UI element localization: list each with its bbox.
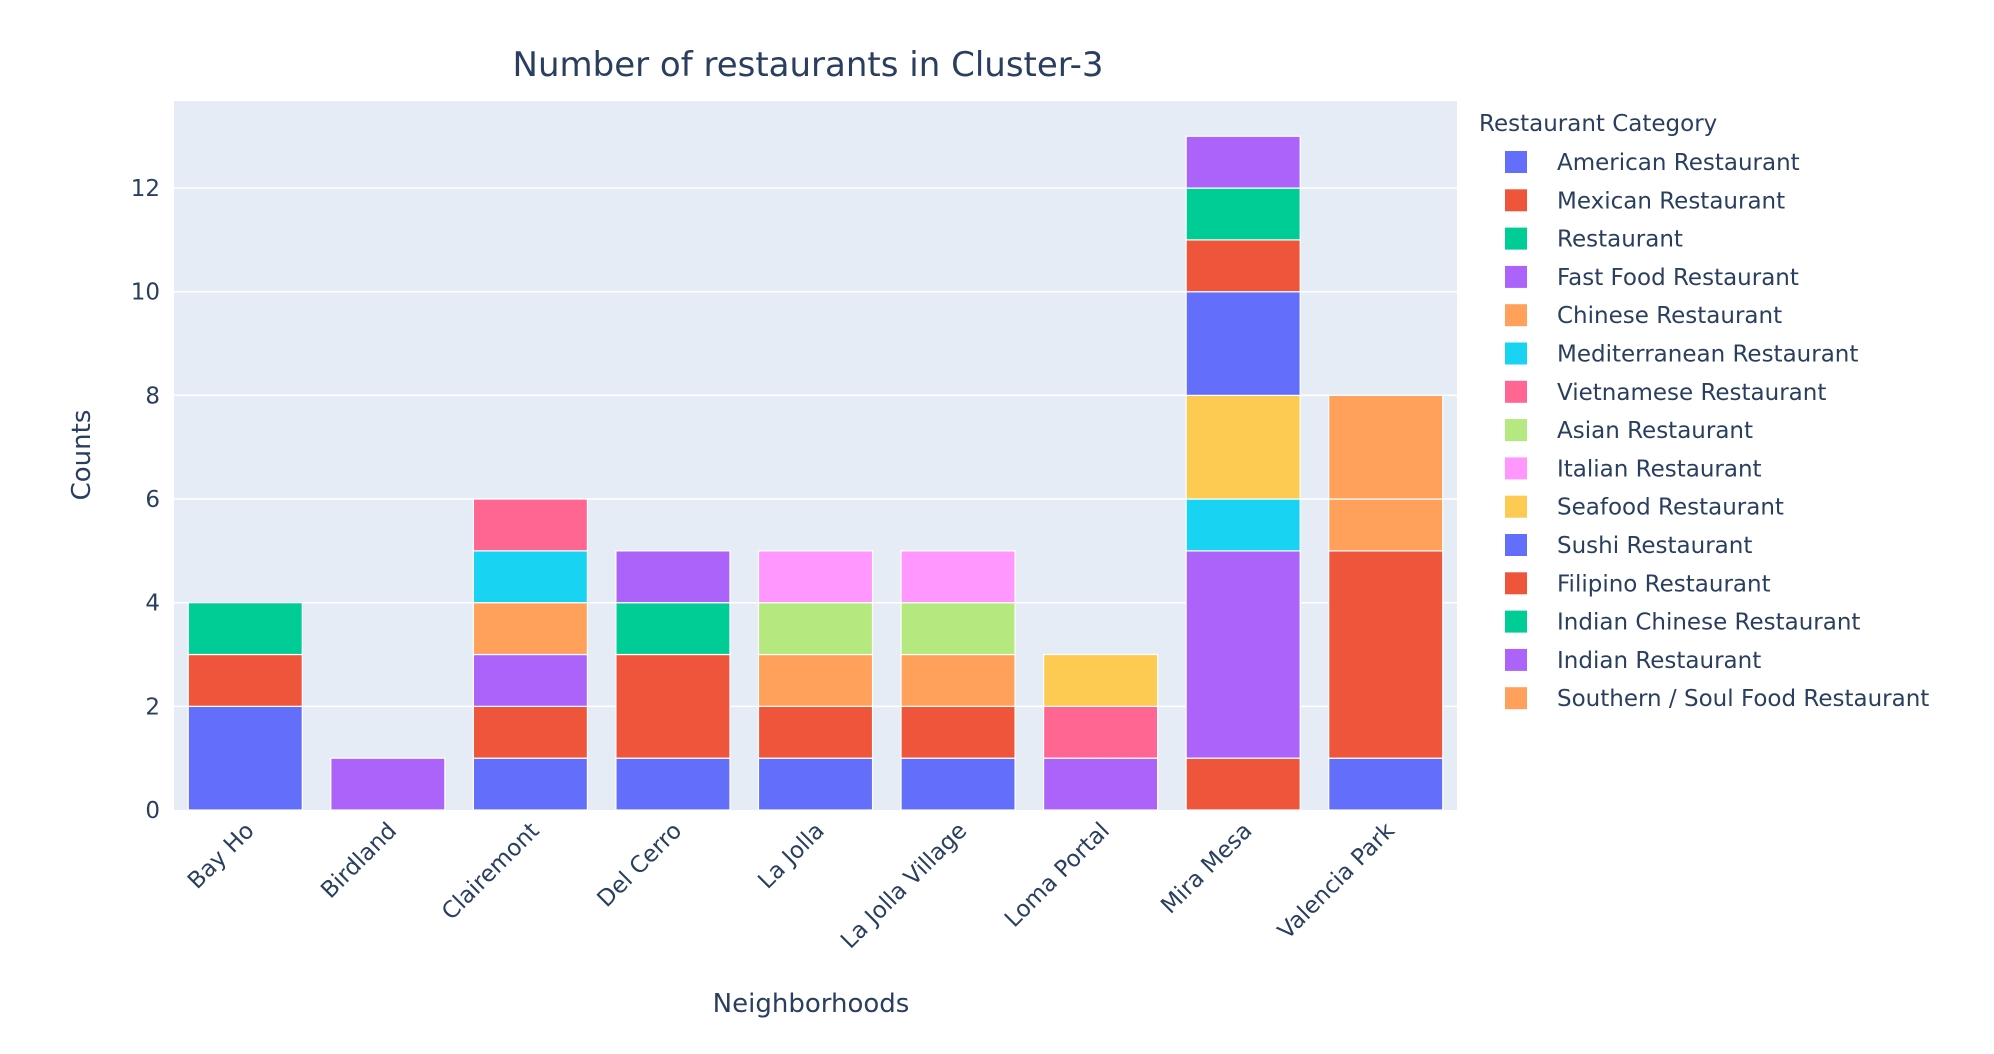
x-tick-label: Loma Portal (1000, 818, 1115, 933)
bar-segment (615, 757, 731, 811)
bar-segment (900, 602, 1016, 656)
x-tick-label: Clairemont (437, 818, 545, 926)
legend-label: Indian Chinese Restaurant (1557, 610, 1860, 636)
bar-segment (1328, 394, 1444, 500)
bar-segment (757, 653, 874, 707)
bar-segment (187, 705, 303, 811)
bar-segment (472, 550, 589, 604)
legend: American Restaurant Mexican Restaurant Res… (1505, 150, 1929, 712)
chart-title: Number of restaurants in Cluster-3 (513, 45, 1104, 85)
legend-swatch (1505, 265, 1527, 288)
y-tick-label: 0 (145, 798, 160, 824)
legend-label: Vietnamese Restaurant (1557, 380, 1826, 406)
legend-label: Asian Restaurant (1557, 418, 1753, 444)
bar-segment (900, 550, 1016, 604)
legend-label: Indian Restaurant (1557, 648, 1761, 674)
x-tick-label: Mira Mesa (1156, 818, 1257, 919)
bar-segment (757, 602, 874, 656)
bar-segment (1185, 550, 1301, 759)
bar-segment (1328, 550, 1444, 759)
legend-swatch (1505, 572, 1527, 595)
legend-swatch (1505, 495, 1527, 518)
legend-label: Fast Food Restaurant (1557, 265, 1799, 291)
bar-segment (1328, 498, 1444, 552)
legend-swatch (1505, 419, 1527, 442)
bar-segment (900, 757, 1016, 811)
legend-label: Seafood Restaurant (1557, 495, 1784, 521)
legend-swatch (1505, 610, 1527, 633)
x-tick-label: La Jolla (753, 818, 829, 894)
bar-segment (1042, 757, 1159, 811)
bar-segment (1185, 394, 1301, 500)
x-tick-label: Valencia Park (1273, 817, 1400, 944)
bar-segment (900, 653, 1016, 707)
x-tick-label: Bay Ho (183, 818, 259, 894)
legend-title: Restaurant Category (1479, 111, 1717, 137)
legend-swatch (1505, 342, 1527, 365)
x-tick-label: La Jolla Village (836, 818, 972, 954)
bar-segment (472, 498, 589, 552)
bar-segment (330, 757, 446, 811)
bar-segment (1042, 705, 1159, 759)
legend-swatch (1505, 648, 1527, 671)
y-tick-labels: 0 2 4 6 8 10 12 (131, 176, 160, 824)
x-tick-label: Del Cerro (593, 818, 688, 913)
legend-label: Italian Restaurant (1557, 456, 1762, 482)
legend-swatch (1505, 380, 1527, 403)
x-tick-labels: Bay Ho Birdland Clairemont Del Cerro La Joll… (183, 817, 1400, 954)
legend-swatch (1505, 687, 1527, 710)
legend-label: Filipino Restaurant (1557, 571, 1771, 597)
legend-label: Mediterranean Restaurant (1557, 342, 1858, 368)
y-tick-label: 12 (131, 176, 160, 202)
bar-segment (757, 757, 874, 811)
bar-segment (187, 653, 303, 707)
bar-segment (1185, 291, 1301, 396)
bar-segment (187, 602, 303, 656)
bar-segment (615, 653, 731, 759)
bar-segment (1185, 135, 1301, 189)
bar-segment (757, 705, 874, 759)
y-tick-label: 2 (145, 694, 160, 720)
bar-segment (1185, 187, 1301, 241)
legend-label: American Restaurant (1557, 150, 1800, 176)
bars (187, 135, 1444, 811)
x-tick-label: Birdland (316, 818, 402, 904)
legend-swatch (1505, 534, 1527, 556)
legend-label: Chinese Restaurant (1557, 303, 1782, 329)
y-tick-label: 6 (145, 487, 160, 513)
legend-swatch (1505, 151, 1527, 173)
bar-segment (900, 705, 1016, 759)
bar-segment (1185, 239, 1301, 293)
legend-label: Sushi Restaurant (1557, 533, 1752, 559)
legend-swatch (1505, 457, 1527, 480)
bar-segment (757, 550, 874, 604)
x-axis-label: Neighborhoods (713, 989, 910, 1019)
legend-swatch (1505, 304, 1527, 327)
y-axis-label: Counts (67, 410, 97, 501)
y-tick-label: 4 (145, 591, 160, 617)
bar-segment (472, 653, 589, 707)
bar-segment (472, 705, 589, 759)
y-tick-label: 8 (145, 383, 160, 409)
legend-label: Southern / Soul Food Restaurant (1557, 686, 1929, 712)
bar-segment (1185, 757, 1301, 811)
bar-segment (615, 602, 731, 656)
legend-label: Mexican Restaurant (1557, 188, 1785, 214)
bar-segment (1042, 653, 1159, 707)
bar-segment (472, 602, 589, 656)
y-tick-label: 10 (131, 280, 160, 306)
bar-segment (1185, 498, 1301, 552)
legend-swatch (1505, 189, 1527, 212)
legend-swatch (1505, 227, 1527, 250)
legend-label: Restaurant (1557, 227, 1683, 253)
bar-segment (472, 757, 589, 811)
bar-segment (615, 550, 731, 604)
bar-segment (1328, 757, 1444, 811)
